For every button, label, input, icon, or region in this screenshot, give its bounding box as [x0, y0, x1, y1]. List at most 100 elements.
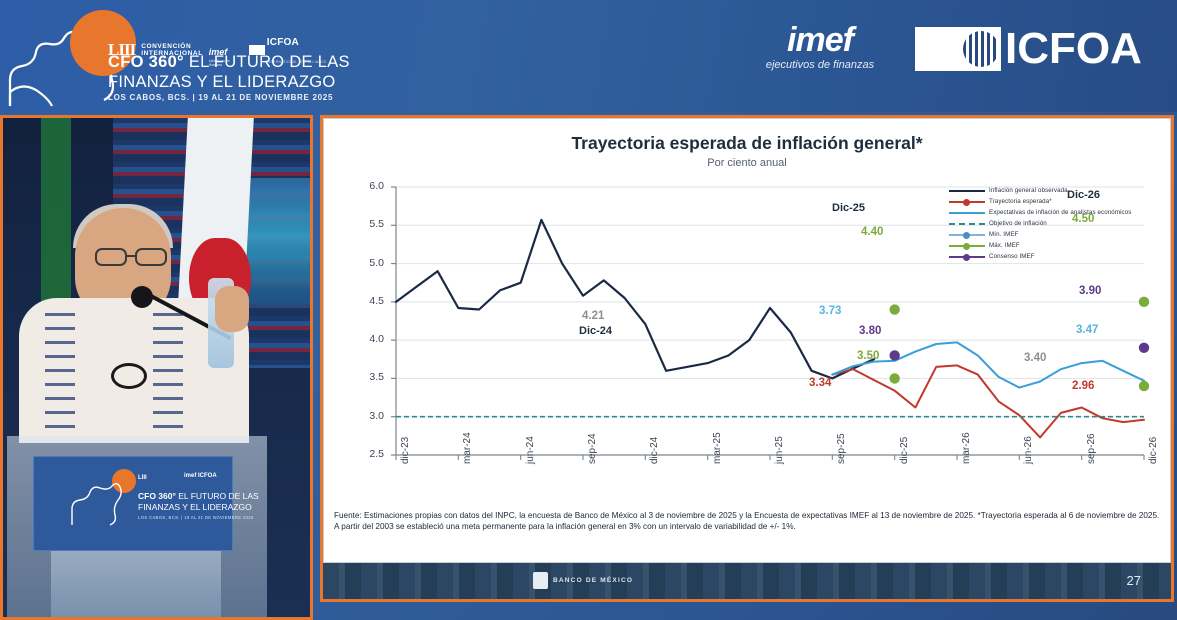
- speaker-hand: [215, 286, 249, 332]
- presentation-slide[interactable]: Trayectoria esperada de inflación genera…: [320, 115, 1174, 602]
- annotation-period-label: Dic-24: [579, 325, 613, 337]
- y-tick-label: 3.0: [369, 409, 384, 422]
- convention-lockup: LIII CONVENCIÓN INTERNACIONAL imef ejecu…: [108, 32, 327, 68]
- legend-swatch: [949, 211, 985, 214]
- icfoa-plate-icon: [248, 45, 265, 55]
- legend-swatch: [949, 232, 985, 240]
- banxico-logo: BANCO DE MÉXICO: [533, 572, 633, 589]
- annotation-value-label: 2.96: [1072, 380, 1095, 392]
- y-tick-label: 2.5: [369, 448, 384, 460]
- x-tick-label: mar-25: [711, 432, 723, 464]
- podium-icfoa: imef ICFOA: [184, 473, 217, 479]
- legend-label: Inflación general observada: [989, 187, 1068, 194]
- legend-marker-dot: [963, 199, 970, 207]
- chart-legend: Inflación general observada Trayectoria e…: [949, 185, 1154, 262]
- x-tick-label: jun-26: [1023, 436, 1035, 464]
- legend-label: Expectativas de inflación de analistas e…: [989, 209, 1132, 216]
- bridge: [127, 255, 135, 257]
- legend-label: Objetivo de inflación: [989, 220, 1047, 227]
- legend-label: Máx. IMEF: [989, 242, 1020, 249]
- x-tick-label: dic-23: [400, 436, 411, 464]
- microphone-icon: [131, 286, 153, 308]
- edition-number: LIII: [108, 40, 136, 59]
- x-tick-label: dic-24: [649, 436, 661, 464]
- legend-label: Mín. IMEF: [989, 231, 1019, 238]
- legend-item: Trayectoria esperada*: [949, 196, 1154, 207]
- annotation-period-label: Dic-25: [832, 202, 866, 214]
- slide-content: Trayectoria esperada de inflación genera…: [323, 118, 1171, 563]
- podium-place: LOS CABOS, BCS. | 19 AL 21 DE NOVIEMBRE …: [138, 515, 254, 520]
- globe-icon: [963, 31, 999, 67]
- x-tick-label: jun-25: [774, 436, 785, 464]
- x-tick-label: sep-24: [587, 433, 598, 464]
- legend-item: Objetivo de inflación: [949, 218, 1154, 229]
- legend-swatch: [949, 222, 985, 225]
- lens-right: [135, 248, 167, 266]
- legend-item: Máx. IMEF: [949, 240, 1154, 251]
- legend-marker-dot: [963, 232, 970, 240]
- footer-texture: [323, 563, 1171, 599]
- y-tick-label: 5.5: [369, 218, 384, 231]
- annotation-value-label: 4.21: [582, 310, 605, 322]
- legend-label: Trayectoria esperada*: [989, 198, 1052, 205]
- x-tick-label: mar-26: [961, 432, 972, 464]
- chart-subtitle: Por ciento anual: [707, 157, 787, 169]
- annotation-value-label: 3.73: [819, 305, 842, 317]
- y-tick-label: 4.5: [369, 294, 384, 307]
- annotation-period-label: Dic-26: [1067, 189, 1101, 201]
- stage-background: LIII imef ICFOA CFO 360° EL FUTURO DE LA…: [3, 118, 310, 617]
- sun-circle-icon: [70, 10, 136, 76]
- chart-title: Trayectoria esperada de inflación genera…: [571, 133, 923, 153]
- slide-footer-bar: BANCO DE MÉXICO 27: [323, 563, 1171, 599]
- event-title: CFO 360° EL FUTURO DE LAS FINANZAS Y EL …: [108, 53, 350, 91]
- flag-green: [41, 118, 71, 308]
- event-place-date: LOS CABOS, BCS. | 19 AL 21 DE NOVIEMBRE …: [108, 93, 334, 102]
- slide-page-number: 27: [1126, 573, 1141, 588]
- shirt-embroidery-left: [45, 313, 75, 433]
- legend-item: Expectativas de inflación de analistas e…: [949, 207, 1154, 218]
- speaker-video-feed[interactable]: LIII imef ICFOA CFO 360° EL FUTURO DE LA…: [0, 115, 313, 620]
- annotation-value-label: 4.50: [1072, 213, 1095, 225]
- y-tick-label: 3.5: [369, 371, 384, 384]
- event-header-banner: LIII CONVENCIÓN INTERNACIONAL imef ejecu…: [0, 0, 1177, 112]
- y-tick-label: 5.0: [369, 256, 384, 269]
- imef-logo: imef ejecutivos de finanzas: [765, 21, 875, 71]
- chart-svg: [391, 186, 1150, 460]
- x-tick-label: dic-26: [1148, 436, 1159, 464]
- x-tick-label: mar-24: [462, 432, 474, 464]
- eyeglasses-icon: [95, 248, 175, 266]
- legend-swatch: [949, 189, 985, 192]
- lens-left: [95, 248, 127, 266]
- annotation-value-label: 3.90: [1079, 285, 1102, 297]
- legend-item: Mín. IMEF: [949, 229, 1154, 240]
- annotation-value-label: 4.40: [861, 226, 884, 238]
- chart-footnote: Fuente: Estimaciones propias con datos d…: [334, 511, 1160, 531]
- annotation-value-label: 3.40: [1024, 352, 1047, 364]
- podium-branding-plate: LIII imef ICFOA CFO 360° EL FUTURO DE LA…: [33, 456, 259, 551]
- x-tick-label: jun-24: [524, 436, 536, 464]
- podium-sun-icon: [112, 469, 136, 493]
- convention-label: CONVENCIÓN INTERNACIONAL: [141, 42, 203, 58]
- event-branding-left: LIII CONVENCIÓN INTERNACIONAL imef ejecu…: [8, 4, 350, 109]
- podium-edition: LIII: [138, 475, 147, 481]
- legend-swatch: [949, 243, 985, 251]
- icfoa-plate-icon: [915, 27, 1001, 71]
- annotation-value-label: 3.34: [809, 377, 832, 389]
- legend-label: Consenso IMEF: [989, 253, 1035, 260]
- x-tick-label: sep-26: [1085, 433, 1097, 464]
- x-tick-label: dic-25: [898, 436, 910, 464]
- shirt-embroidery-right: [153, 313, 183, 433]
- icfoa-logo: ICFOA: [915, 27, 1142, 71]
- podium-mountain-icon: [71, 483, 122, 526]
- hanging-glasses-icon: [111, 363, 147, 389]
- legend-swatch: [949, 199, 985, 207]
- legend-item: Consenso IMEF: [949, 251, 1154, 262]
- annotation-value-label: 3.47: [1076, 324, 1099, 336]
- podium-stem: [51, 551, 221, 617]
- x-tick-label: sep-25: [836, 433, 848, 464]
- legend-item: Inflación general observada: [949, 185, 1154, 196]
- annotation-value-label: 3.50: [857, 350, 880, 362]
- y-tick-label: 4.0: [369, 333, 384, 346]
- legend-marker-dot: [963, 243, 970, 251]
